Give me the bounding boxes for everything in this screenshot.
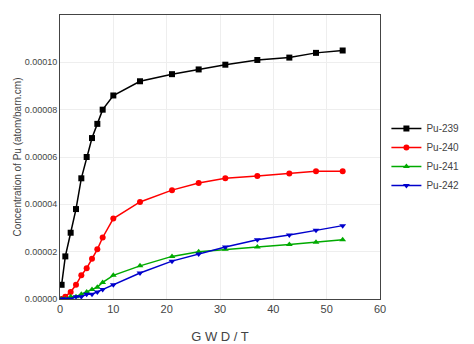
- svg-text:0.00002: 0.00002: [25, 247, 58, 257]
- svg-text:Pu-242: Pu-242: [426, 180, 459, 191]
- svg-text:0.00000: 0.00000: [25, 294, 58, 304]
- svg-text:0.00006: 0.00006: [25, 152, 58, 162]
- svg-text:Concentration of Pu (atom/barn: Concentration of Pu (atom/barn.cm): [12, 78, 23, 237]
- svg-text:G W D / T: G W D / T: [191, 329, 249, 344]
- svg-text:Pu-241: Pu-241: [426, 161, 459, 172]
- svg-text:10: 10: [107, 303, 119, 315]
- svg-text:0.00010: 0.00010: [25, 57, 58, 67]
- svg-text:50: 50: [321, 303, 333, 315]
- svg-text:20: 20: [161, 303, 173, 315]
- svg-text:Pu-240: Pu-240: [426, 142, 459, 153]
- svg-text:0.00008: 0.00008: [25, 105, 58, 115]
- svg-text:Pu-239: Pu-239: [426, 123, 459, 134]
- svg-text:30: 30: [214, 303, 226, 315]
- svg-text:40: 40: [267, 303, 279, 315]
- svg-text:60: 60: [374, 303, 386, 315]
- svg-text:0.00004: 0.00004: [25, 199, 58, 209]
- svg-text:0: 0: [57, 303, 63, 315]
